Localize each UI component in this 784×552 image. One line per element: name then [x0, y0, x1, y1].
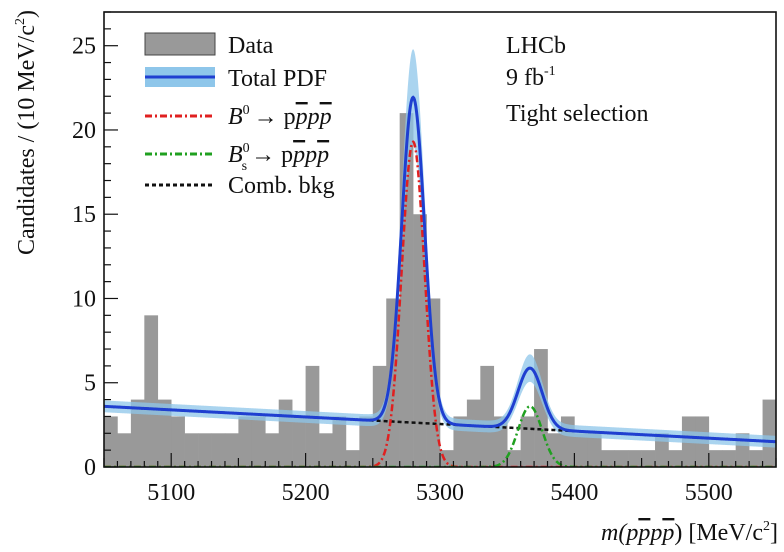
- histogram-bar: [198, 433, 212, 467]
- histogram-bar: [547, 433, 562, 467]
- x-tick-label: 5300: [416, 480, 464, 506]
- histogram-bar: [641, 450, 656, 467]
- y-axis-ticks: 0 5 10 15 20 25: [72, 11, 118, 481]
- y-tick-label: 10: [72, 286, 96, 312]
- x-tick-label: 5100: [147, 480, 195, 506]
- legend-label-b0: B0 → pppp: [228, 103, 332, 130]
- annotation-selection: Tight selection: [506, 101, 648, 127]
- histogram-bar: [292, 416, 306, 467]
- histogram: [104, 113, 776, 467]
- total-pdf-curve: [104, 95, 776, 444]
- legend-label-bs0: B0 s → pppp: [228, 141, 329, 174]
- histogram-bar: [480, 365, 495, 467]
- y-tick-label: 5: [84, 371, 96, 397]
- y-tick-label: 25: [72, 34, 96, 60]
- histogram-bar: [614, 450, 629, 467]
- y-tick-label: 15: [72, 202, 96, 228]
- x-tick-label: 5200: [282, 480, 330, 506]
- histogram-bar: [587, 433, 602, 467]
- histogram-bar: [117, 433, 132, 467]
- histogram-bar: [628, 450, 642, 467]
- legend-entry-b0: B0 → pppp: [145, 103, 332, 130]
- annotation-luminosity: 9 fb-1: [506, 64, 556, 91]
- x-axis-label: m(pppp) [MeV/c2]: [601, 519, 778, 546]
- x-axis-ticks: 5100 5200 5300 5400 5500: [103, 453, 777, 506]
- histogram-bar: [359, 416, 374, 467]
- legend-label-comb-bkg: Comb. bkg: [228, 173, 335, 199]
- histogram-bar: [601, 450, 616, 467]
- total-pdf-uncertainty-band: [104, 49, 776, 448]
- y-axis-label: Candidates / (10 MeV/c2): [13, 10, 40, 255]
- histogram-bar: [413, 214, 427, 467]
- legend: Data Total PDF B0 → pppp B0 s → pppp Comb. …: [144, 32, 335, 199]
- histogram-bar: [251, 416, 266, 467]
- legend-entry-bs0: B0 s → pppp: [145, 141, 329, 174]
- legend-entry-data: Data: [144, 32, 274, 59]
- histogram-bar: [224, 433, 239, 467]
- histogram-bar: [157, 399, 172, 467]
- histogram-bar: [520, 416, 535, 467]
- histogram-bar: [265, 433, 280, 467]
- histogram-bar: [144, 315, 159, 467]
- histogram-bar: [574, 433, 589, 467]
- legend-swatch-data: [144, 32, 216, 56]
- histogram-bar: [278, 399, 293, 467]
- histogram-bar: [507, 450, 521, 467]
- histogram-bar: [466, 399, 481, 467]
- histogram-bar: [130, 399, 145, 467]
- histogram-bar: [668, 450, 683, 467]
- y-tick-label: 20: [72, 118, 96, 144]
- histogram-bar: [722, 450, 736, 467]
- total-pdf-band: [104, 49, 776, 448]
- fit-curves: [104, 95, 776, 467]
- legend-entry-comb-bkg: Comb. bkg: [145, 173, 335, 199]
- histogram-bar: [332, 416, 347, 467]
- histogram-bar: [345, 450, 360, 467]
- y-tick-label: 0: [84, 455, 96, 481]
- x-tick-label: 5400: [550, 480, 598, 506]
- histogram-bar: [762, 399, 776, 467]
- histogram-bar: [749, 450, 763, 467]
- annotation-experiment: LHCb: [506, 33, 566, 59]
- histogram-bar: [211, 433, 226, 467]
- histogram-bar: [171, 416, 185, 467]
- histogram-bar: [184, 433, 199, 467]
- histogram-bar: [708, 450, 723, 467]
- x-tick-label: 5500: [685, 480, 733, 506]
- legend-label-total-pdf: Total PDF: [228, 66, 327, 92]
- histogram-bar: [319, 433, 333, 467]
- histogram-bar: [104, 416, 118, 467]
- legend-entry-total-pdf: Total PDF: [145, 66, 327, 92]
- legend-label-data: Data: [228, 33, 274, 59]
- histogram-bar: [238, 416, 253, 467]
